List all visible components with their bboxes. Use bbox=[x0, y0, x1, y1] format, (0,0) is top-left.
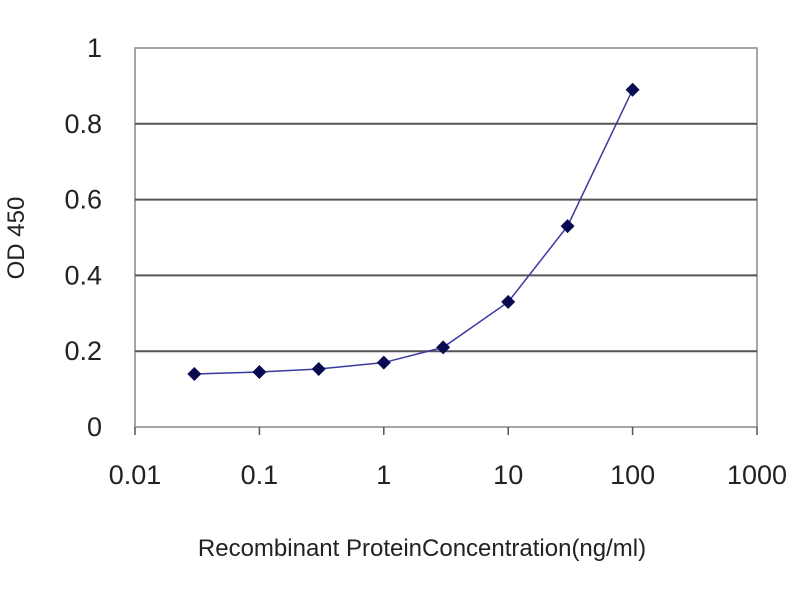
data-point bbox=[625, 82, 640, 97]
x-axis-label: Recombinant ProteinConcentration(ng/ml) bbox=[198, 535, 646, 562]
y-tick-label: 0.6 bbox=[64, 185, 102, 215]
x-tick-label: 10 bbox=[493, 460, 523, 490]
x-tick-label: 100 bbox=[610, 460, 655, 490]
data-point bbox=[560, 219, 575, 234]
data-point bbox=[436, 340, 451, 355]
data-point bbox=[311, 362, 326, 377]
y-tick-label: 0 bbox=[87, 412, 102, 442]
y-tick-label: 0.4 bbox=[64, 260, 102, 290]
y-tick-label: 0.2 bbox=[64, 336, 102, 366]
data-point bbox=[187, 366, 202, 381]
x-tick-label: 1000 bbox=[727, 460, 787, 490]
x-tick-label: 0.1 bbox=[241, 460, 279, 490]
series-line bbox=[194, 89, 634, 375]
plot-area bbox=[134, 47, 758, 428]
y-axis-label: OD 450 bbox=[3, 197, 30, 280]
x-tick-label: 0.01 bbox=[109, 460, 162, 490]
x-tick-label: 1 bbox=[376, 460, 391, 490]
y-tick-label: 0.8 bbox=[64, 109, 102, 139]
data-point bbox=[252, 365, 267, 380]
y-tick-label: 1 bbox=[87, 33, 102, 63]
data-point bbox=[501, 294, 516, 309]
data-point bbox=[376, 355, 391, 370]
